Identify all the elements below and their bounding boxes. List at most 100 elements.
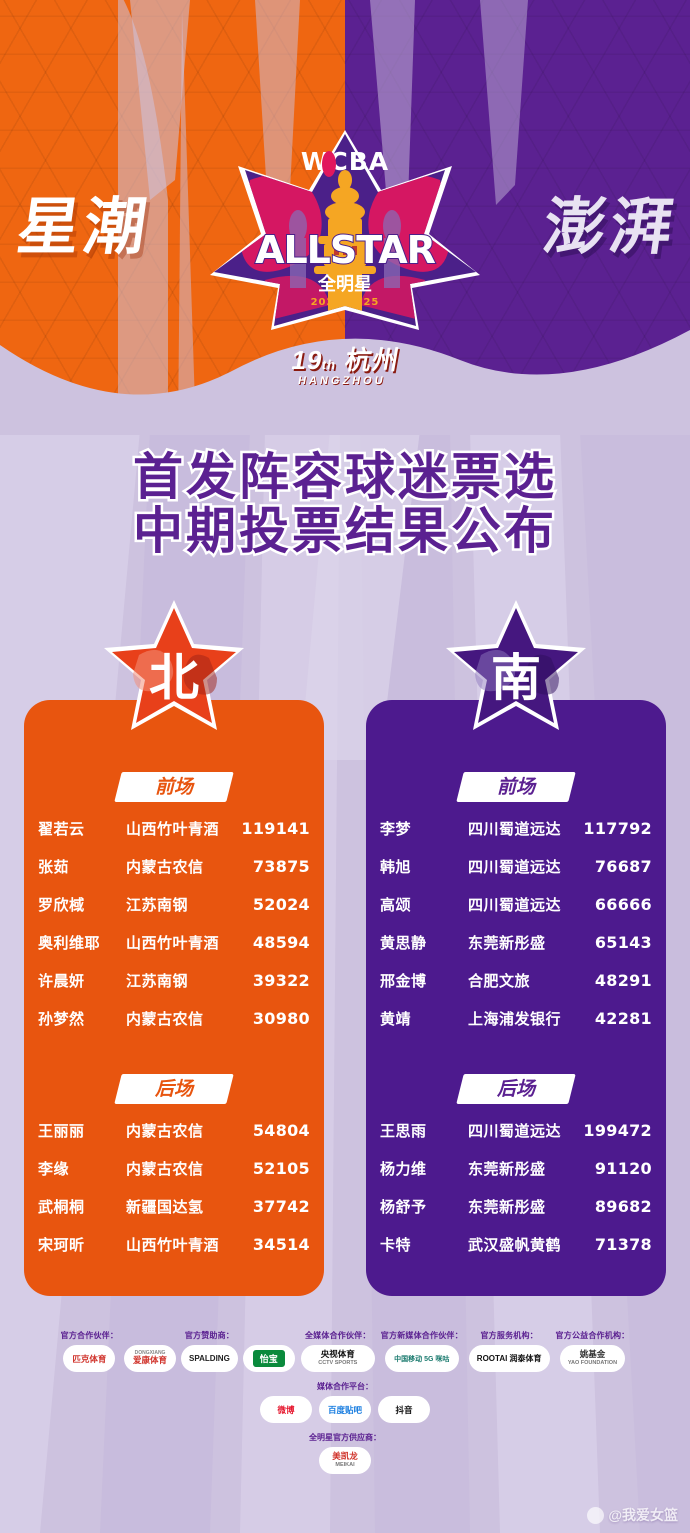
- media-platform-label: 媒体合作平台：: [317, 1382, 373, 1391]
- sponsor-logo-name: ROOTAI 润泰体育: [476, 1354, 542, 1363]
- player-name: 孙梦然: [38, 1011, 85, 1028]
- player-team: 东莞新彤盛: [468, 935, 546, 952]
- logo-allstar-text: ALLSTAR: [255, 228, 436, 272]
- player-team: 合肥文旅: [468, 973, 531, 990]
- section-badge-south-back: 后场: [456, 1074, 576, 1104]
- logo-allstar-cn: 全明星: [317, 273, 372, 295]
- host-city-cn: 杭州: [342, 345, 402, 375]
- table-row: 李缘 内蒙古农信 52105: [24, 1158, 324, 1196]
- player-team: 内蒙古农信: [126, 859, 204, 876]
- sponsor-row-main: 官方合作伙伴： 匹克体育 官方赞助商： DONGXIANG 爱康体育 SPALDI…: [0, 1330, 690, 1372]
- sponsor-logo-name: 匹克体育: [72, 1353, 107, 1364]
- media-logo-douyin[interactable]: 抖音: [378, 1396, 430, 1423]
- player-name: 许晨妍: [38, 973, 85, 990]
- player-name: 张茹: [38, 859, 70, 876]
- sponsor-group: 官方赞助商： DONGXIANG 爱康体育 SPALDING 怡宝: [124, 1330, 295, 1372]
- sponsor-logo-name: SPALDING: [189, 1354, 230, 1363]
- section-label: 后场: [496, 1078, 535, 1100]
- player-team: 武汉盛帆黄鹤: [468, 1237, 562, 1254]
- table-row: 孙梦然 内蒙古农信 30980: [24, 1008, 324, 1046]
- sponsor-group-label: 官方新媒体合作伙伴：: [380, 1331, 463, 1340]
- sponsor-group: 官方服务机构： ROOTAI 润泰体育: [468, 1330, 550, 1372]
- roster-south-front: 李梦 四川蜀道远达 117792 韩旭 四川蜀道远达 76687 高颂 四川蜀道…: [366, 818, 666, 1046]
- player-team: 山西竹叶青酒: [126, 935, 220, 952]
- section-badge-north-front: 前场: [114, 772, 234, 802]
- player-name: 杨舒予: [380, 1199, 427, 1216]
- player-name: 卡特: [380, 1237, 412, 1254]
- media-logo-name: 微博: [277, 1404, 295, 1415]
- player-team: 内蒙古农信: [126, 1161, 204, 1178]
- sponsor-group: 官方合作伙伴： 匹克体育: [61, 1330, 118, 1372]
- sponsor-logo-name: 怡宝: [252, 1350, 285, 1367]
- slogan-left: 星潮: [12, 190, 156, 263]
- sponsor-group: 官方公益合作机构： 姚基金 YAO FOUNDATION: [556, 1330, 630, 1372]
- team-badge-north-label: 北: [149, 649, 199, 707]
- player-name: 翟若云: [38, 821, 85, 838]
- host-city-mark: 19th 杭州 HANGZHOU: [287, 340, 403, 387]
- table-row: 王思雨 四川蜀道远达 199472: [366, 1120, 666, 1158]
- sponsor-group-label: 官方合作伙伴：: [60, 1331, 119, 1340]
- banner-silhouette: [0, 0, 690, 435]
- roster-north-back: 王丽丽 内蒙古农信 54804 李缘 内蒙古农信 52105 武桐桐 新疆国达氢…: [24, 1120, 324, 1272]
- team-panel-north: 北 前场 翟若云 山西竹叶青酒 119141 张茹 内蒙古农信 73875 罗欣…: [24, 600, 324, 1296]
- sponsor-logo[interactable]: DONGXIANG 爱康体育: [124, 1345, 177, 1372]
- player-votes: 117792: [583, 819, 652, 838]
- player-team: 山西竹叶青酒: [126, 821, 220, 838]
- player-team: 四川蜀道远达: [468, 859, 562, 876]
- player-name: 黄靖: [380, 1011, 412, 1028]
- watermark-text: @我爱女篮: [608, 1507, 678, 1523]
- page-title: 首发阵容球迷票选 中期投票结果公布: [0, 448, 690, 561]
- media-logo-name: 百度贴吧: [327, 1404, 362, 1415]
- media-logo-tieba[interactable]: 百度贴吧: [319, 1396, 371, 1423]
- supplier-logo-name: 美凯龙: [332, 1451, 358, 1462]
- sponsor-logo[interactable]: 中国移动 5G 咪咕: [384, 1345, 459, 1372]
- sponsor-logo[interactable]: 怡宝: [242, 1345, 295, 1372]
- player-team: 内蒙古农信: [126, 1123, 204, 1140]
- sponsor-group-label: 官方服务机构：: [480, 1331, 538, 1340]
- player-votes: 199472: [583, 1121, 652, 1140]
- player-team: 四川蜀道远达: [468, 1123, 562, 1140]
- sponsor-logo-name: 中国移动 5G 咪咕: [394, 1355, 450, 1363]
- sponsor-footer: 官方合作伙伴： 匹克体育 官方赞助商： DONGXIANG 爱康体育 SPALDI…: [0, 1330, 690, 1533]
- table-row: 翟若云 山西竹叶青酒 119141: [24, 818, 324, 856]
- sponsor-logo[interactable]: 姚基金 YAO FOUNDATION: [559, 1345, 626, 1372]
- table-row: 武桐桐 新疆国达氢 37742: [24, 1196, 324, 1234]
- player-name: 邢金博: [380, 973, 427, 990]
- media-logo-name: 抖音: [395, 1404, 413, 1415]
- player-votes: 119141: [241, 819, 310, 838]
- supplier-logo[interactable]: 美凯龙 MEIKAI: [319, 1447, 371, 1474]
- supplier-label: 全明星官方供应商：: [309, 1433, 381, 1442]
- media-logo-weibo[interactable]: 微博: [260, 1396, 312, 1423]
- player-name: 杨力维: [380, 1161, 427, 1178]
- table-row: 张茹 内蒙古农信 73875: [24, 856, 324, 894]
- sponsor-logo[interactable]: ROOTAI 润泰体育: [468, 1345, 550, 1372]
- sponsor-logo[interactable]: 匹克体育: [63, 1345, 116, 1372]
- sponsor-logo-sub: CCTV SPORTS: [318, 1360, 358, 1367]
- sponsor-group-label: 全媒体合作伙伴：: [304, 1331, 371, 1340]
- weibo-icon: [587, 1506, 605, 1524]
- section-label: 前场: [154, 776, 193, 798]
- sponsor-logo[interactable]: 央视体育 CCTV SPORTS: [300, 1345, 375, 1372]
- player-votes: 54804: [252, 1121, 310, 1140]
- sponsor-logo[interactable]: SPALDING: [181, 1345, 238, 1372]
- sponsor-logo-sub: YAO FOUNDATION: [567, 1360, 618, 1367]
- player-name: 李缘: [38, 1161, 70, 1178]
- watermark: @我爱女篮: [587, 1505, 678, 1525]
- table-row: 许晨妍 江苏南钢 39322: [24, 970, 324, 1008]
- player-team: 四川蜀道远达: [468, 821, 562, 838]
- logo-wcba-text: WCBA: [301, 147, 389, 176]
- edition-suffix: th: [320, 357, 338, 372]
- player-name: 高颂: [380, 897, 412, 914]
- player-team: 江苏南钢: [126, 897, 189, 914]
- player-votes: 52105: [252, 1159, 310, 1178]
- player-votes: 73875: [252, 857, 310, 876]
- media-platform-row: 微博 百度贴吧 抖音: [0, 1396, 690, 1423]
- player-votes: 71378: [594, 1235, 652, 1254]
- player-votes: 66666: [594, 895, 652, 914]
- team-badge-north: 北: [104, 600, 244, 730]
- player-name: 李梦: [380, 821, 412, 838]
- title-line-2: 中期投票结果公布: [131, 502, 557, 561]
- table-row: 李梦 四川蜀道远达 117792: [366, 818, 666, 856]
- player-name: 王思雨: [380, 1123, 427, 1140]
- player-votes: 48291: [594, 971, 652, 990]
